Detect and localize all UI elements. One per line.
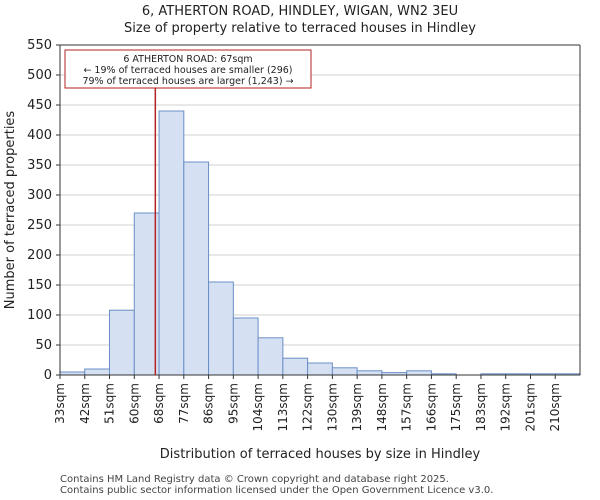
annotation-line-3: 79% of terraced houses are larger (1,243… [82, 76, 293, 87]
bar [232, 317, 259, 376]
x-tick-label: 68sqm [152, 383, 166, 424]
bar [356, 370, 383, 376]
y-tick-label: 100 [27, 308, 52, 323]
bar [84, 368, 111, 376]
x-tick-labels: 33sqm 42sqm 51sqm 60sqm 68sqm 77sqm 86sqm 95sqm… [53, 383, 562, 431]
x-tick-label: 157sqm [400, 383, 414, 431]
y-tick-labels: 0 50 100 150 200 250 300 350 400 450 500 550 [27, 38, 52, 383]
bar [406, 370, 432, 376]
x-tick-label: 122sqm [301, 383, 315, 431]
annotation-box: 6 ATHERTON ROAD: 67sqm ← 19% of terraced… [64, 49, 312, 89]
x-axis-label: Distribution of terraced houses by size … [160, 447, 481, 462]
x-tick-label: 210sqm [548, 383, 562, 431]
x-tick-label: 148sqm [375, 383, 389, 431]
annotation-line-1: 6 ATHERTON ROAD: 67sqm [123, 54, 252, 65]
footer-licence: Contains public sector information licen… [60, 485, 494, 496]
x-tick-label: 86sqm [202, 383, 216, 424]
y-tick-label: 550 [27, 38, 52, 53]
annotation-frame [64, 49, 312, 89]
chart-title: 6, ATHERTON ROAD, HINDLEY, WIGAN, WN2 3E… [141, 4, 459, 19]
x-tick-label: 130sqm [325, 383, 339, 431]
x-tick-label: 183sqm [474, 383, 488, 431]
x-tick-label: 192sqm [499, 383, 513, 431]
bar [307, 362, 333, 376]
bars [59, 110, 581, 376]
y-tick-label: 500 [27, 68, 52, 83]
x-tick-label: 175sqm [449, 383, 463, 431]
x-tick-label: 166sqm [424, 383, 438, 431]
bar [183, 161, 210, 376]
x-tick-label: 42sqm [78, 383, 92, 424]
bar [158, 110, 185, 376]
y-tick-label: 0 [44, 368, 52, 383]
x-tick-label: 201sqm [523, 383, 537, 431]
y-tick-label: 250 [27, 218, 52, 233]
bar [331, 367, 358, 376]
annotation-line-2: ← 19% of terraced houses are smaller (29… [83, 65, 292, 76]
y-tick-label: 300 [27, 188, 52, 203]
bar [282, 357, 309, 376]
bar [109, 309, 135, 376]
footer-copyright: Contains HM Land Registry data © Crown c… [60, 474, 449, 485]
y-tick-label: 150 [27, 278, 52, 293]
x-tick-label: 95sqm [226, 383, 240, 424]
y-tick-label: 50 [35, 338, 52, 353]
y-tick-label: 450 [27, 98, 52, 113]
x-tick-label: 104sqm [251, 383, 265, 431]
y-tick-label: 400 [27, 128, 52, 143]
x-tick-label: 60sqm [127, 383, 141, 424]
x-tick-label: 113sqm [276, 383, 290, 431]
y-tick-label: 200 [27, 248, 52, 263]
y-tick-label: 350 [27, 158, 52, 173]
x-tick-label: 139sqm [350, 383, 364, 431]
x-tick-label: 77sqm [177, 383, 191, 424]
bar [208, 281, 234, 376]
bar [257, 337, 284, 376]
axes [56, 44, 581, 379]
y-axis-label: Number of terraced properties [3, 111, 18, 310]
x-tick-label: 51sqm [103, 383, 117, 424]
chart-subtitle: Size of property relative to terraced ho… [124, 21, 476, 36]
x-tick-label: 33sqm [53, 383, 67, 424]
